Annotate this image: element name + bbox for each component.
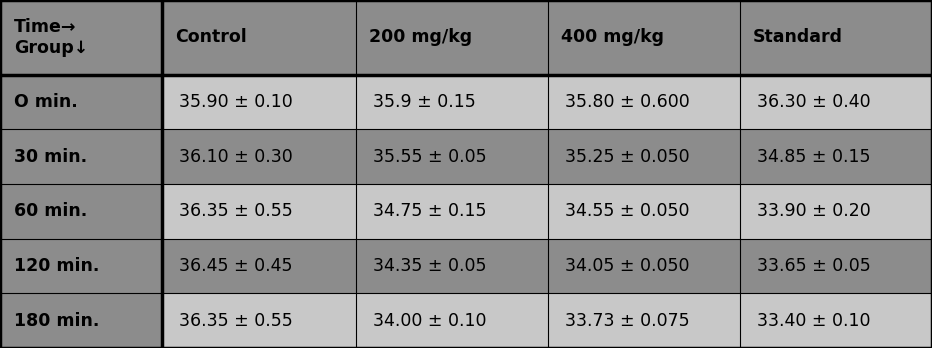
Bar — [740, 293, 932, 348]
Bar — [162, 293, 356, 348]
Bar — [356, 129, 548, 184]
Bar — [162, 239, 356, 293]
Text: 35.9 ± 0.15: 35.9 ± 0.15 — [373, 93, 475, 111]
Text: 36.45 ± 0.45: 36.45 ± 0.45 — [179, 257, 293, 275]
Text: 36.35 ± 0.55: 36.35 ± 0.55 — [179, 203, 293, 220]
Text: 30 min.: 30 min. — [14, 148, 87, 166]
Bar — [0, 0, 162, 75]
Bar — [548, 129, 740, 184]
Bar — [356, 0, 548, 75]
Text: 400 mg/kg: 400 mg/kg — [561, 29, 665, 46]
Text: 200 mg/kg: 200 mg/kg — [369, 29, 473, 46]
Text: 36.10 ± 0.30: 36.10 ± 0.30 — [179, 148, 293, 166]
Bar — [162, 75, 356, 129]
Bar — [548, 75, 740, 129]
Bar — [356, 184, 548, 239]
Text: 33.65 ± 0.05: 33.65 ± 0.05 — [757, 257, 870, 275]
Bar — [0, 239, 162, 293]
Bar — [0, 129, 162, 184]
Bar — [356, 75, 548, 129]
Bar — [548, 184, 740, 239]
Bar — [548, 0, 740, 75]
Bar — [548, 293, 740, 348]
Text: Control: Control — [175, 29, 247, 46]
Bar — [740, 0, 932, 75]
Bar — [356, 239, 548, 293]
Bar — [162, 129, 356, 184]
Bar — [548, 239, 740, 293]
Text: 34.05 ± 0.050: 34.05 ± 0.050 — [565, 257, 690, 275]
Text: 36.30 ± 0.40: 36.30 ± 0.40 — [757, 93, 870, 111]
Text: Standard: Standard — [753, 29, 843, 46]
Text: 33.40 ± 0.10: 33.40 ± 0.10 — [757, 312, 870, 330]
Bar — [162, 0, 356, 75]
Text: Time→
Group↓: Time→ Group↓ — [14, 18, 89, 57]
Bar — [0, 184, 162, 239]
Bar — [740, 239, 932, 293]
Text: O min.: O min. — [14, 93, 77, 111]
Text: 120 min.: 120 min. — [14, 257, 100, 275]
Text: 34.85 ± 0.15: 34.85 ± 0.15 — [757, 148, 870, 166]
Text: 60 min.: 60 min. — [14, 203, 88, 220]
Bar — [0, 293, 162, 348]
Bar — [740, 75, 932, 129]
Text: 34.35 ± 0.05: 34.35 ± 0.05 — [373, 257, 487, 275]
Bar — [356, 293, 548, 348]
Text: 35.25 ± 0.050: 35.25 ± 0.050 — [565, 148, 690, 166]
Text: 35.90 ± 0.10: 35.90 ± 0.10 — [179, 93, 293, 111]
Bar — [162, 184, 356, 239]
Bar — [740, 184, 932, 239]
Bar — [740, 129, 932, 184]
Text: 33.90 ± 0.20: 33.90 ± 0.20 — [757, 203, 870, 220]
Text: 180 min.: 180 min. — [14, 312, 100, 330]
Text: 36.35 ± 0.55: 36.35 ± 0.55 — [179, 312, 293, 330]
Text: 35.55 ± 0.05: 35.55 ± 0.05 — [373, 148, 487, 166]
Text: 34.75 ± 0.15: 34.75 ± 0.15 — [373, 203, 487, 220]
Text: 34.55 ± 0.050: 34.55 ± 0.050 — [565, 203, 690, 220]
Text: 34.00 ± 0.10: 34.00 ± 0.10 — [373, 312, 487, 330]
Text: 33.73 ± 0.075: 33.73 ± 0.075 — [565, 312, 690, 330]
Text: 35.80 ± 0.600: 35.80 ± 0.600 — [565, 93, 690, 111]
Bar — [0, 75, 162, 129]
